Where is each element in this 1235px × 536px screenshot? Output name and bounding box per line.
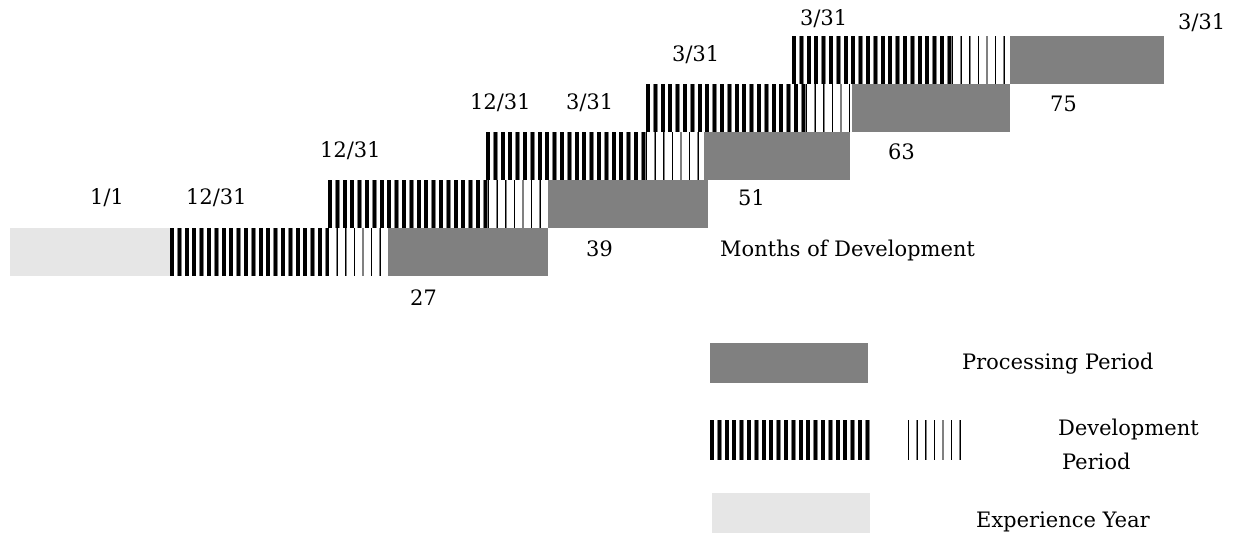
- development-period-dense-bar: [792, 36, 952, 84]
- development-period-sparse-bar: [328, 228, 388, 276]
- date-label-dev-end-3: 12/31: [470, 90, 531, 114]
- months-label-51: 51: [738, 186, 765, 210]
- development-period-sparse-bar: [806, 84, 852, 132]
- development-period-dense-bar: [646, 84, 806, 132]
- processing-period-bar: [388, 228, 548, 276]
- months-label-39: 39: [586, 237, 613, 261]
- legend-experience-label: Experience Year: [976, 508, 1150, 532]
- processing-period-bar: [1010, 36, 1164, 84]
- date-label-dev-end-2: 12/31: [320, 138, 381, 162]
- development-period-dense-bar: [328, 180, 488, 228]
- legend-processing-label: Processing Period: [962, 350, 1154, 374]
- date-label-start: 1/1: [90, 185, 124, 209]
- axis-caption: Months of Development: [720, 237, 975, 261]
- legend-development-label-line2: Period: [1062, 450, 1131, 474]
- legend-development-label-line1: Development: [1058, 416, 1199, 440]
- experience-year-bar: [10, 228, 170, 276]
- date-label-eval-4: 3/31: [1178, 10, 1226, 34]
- date-label-dev-end-1: 12/31: [186, 185, 247, 209]
- development-period-sparse-bar: [488, 180, 548, 228]
- development-period-sparse-bar: [952, 36, 1010, 84]
- months-label-75: 75: [1050, 92, 1077, 116]
- development-period-sparse-bar: [646, 132, 704, 180]
- date-label-eval-3: 3/31: [800, 6, 848, 30]
- processing-period-bar: [548, 180, 708, 228]
- legend-development-sparse-swatch: [908, 420, 966, 460]
- date-label-eval-1: 3/31: [566, 90, 614, 114]
- legend-processing-swatch: [710, 343, 868, 383]
- months-label-27: 27: [410, 286, 437, 310]
- legend-experience-swatch: [712, 493, 870, 533]
- processing-period-bar: [704, 132, 850, 180]
- processing-period-bar: [852, 84, 1010, 132]
- development-period-dense-bar: [486, 132, 646, 180]
- date-label-eval-2: 3/31: [672, 42, 720, 66]
- months-label-63: 63: [888, 140, 915, 164]
- development-period-dense-bar: [170, 228, 328, 276]
- legend-development-dense-swatch: [710, 420, 872, 460]
